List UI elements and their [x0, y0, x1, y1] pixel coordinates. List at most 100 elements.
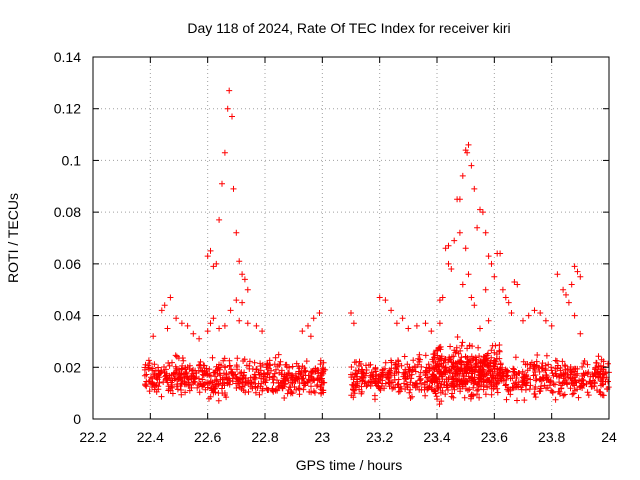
data-point — [534, 352, 541, 358]
data-point — [439, 387, 446, 394]
data-point — [373, 372, 380, 378]
data-point — [422, 367, 429, 374]
data-point — [484, 383, 490, 390]
data-point — [197, 358, 204, 365]
data-point — [233, 297, 240, 304]
data-point — [156, 379, 163, 386]
data-point — [239, 299, 246, 306]
data-point — [405, 366, 412, 373]
data-point — [204, 384, 211, 391]
data-point — [283, 361, 290, 368]
data-point — [482, 391, 489, 398]
data-point — [449, 363, 456, 370]
data-point — [431, 350, 438, 357]
data-point — [174, 381, 181, 388]
data-point — [523, 373, 530, 380]
data-point — [166, 375, 173, 382]
data-point — [515, 383, 522, 390]
data-point — [284, 390, 291, 397]
data-point — [218, 362, 224, 369]
data-point — [440, 360, 447, 367]
data-point — [286, 384, 293, 391]
data-point — [372, 365, 379, 372]
data-point — [475, 386, 482, 393]
data-point — [468, 353, 475, 360]
data-point — [465, 271, 472, 278]
data-point — [226, 357, 233, 364]
data-point — [317, 361, 324, 368]
data-point — [544, 376, 551, 383]
data-point — [450, 364, 457, 371]
data-point — [578, 382, 585, 389]
y-tick-label: 0.1 — [62, 152, 82, 168]
data-point — [458, 354, 465, 361]
data-point — [350, 382, 357, 389]
data-point — [227, 307, 234, 314]
data-point — [236, 258, 243, 265]
data-point — [564, 371, 571, 378]
data-point — [153, 374, 160, 381]
data-point — [474, 224, 481, 231]
data-point — [459, 339, 466, 346]
data-point — [554, 271, 561, 278]
data-point — [563, 291, 569, 298]
data-point — [458, 342, 465, 349]
data-point — [577, 273, 584, 280]
data-point — [402, 375, 409, 382]
data-point — [229, 378, 236, 385]
data-point — [466, 358, 473, 365]
data-point — [503, 396, 510, 403]
data-point — [316, 310, 323, 316]
data-point — [236, 317, 243, 324]
data-point — [302, 368, 309, 375]
data-point — [532, 372, 539, 378]
data-point — [468, 364, 475, 371]
data-point — [307, 333, 314, 340]
data-point — [315, 367, 322, 374]
data-point — [194, 384, 201, 391]
data-point — [351, 390, 358, 397]
data-point — [433, 362, 440, 369]
y-tick-label: 0 — [73, 411, 81, 427]
data-point — [221, 355, 228, 362]
data-point — [502, 366, 509, 373]
data-point — [222, 392, 228, 398]
data-point — [253, 322, 260, 329]
data-point — [285, 370, 291, 376]
data-point — [143, 371, 150, 378]
data-point — [237, 370, 244, 377]
data-point — [289, 363, 296, 370]
data-point — [242, 375, 249, 382]
data-point — [597, 391, 604, 398]
data-point — [213, 260, 220, 267]
data-point — [433, 374, 440, 381]
data-point — [554, 365, 561, 372]
data-point — [542, 365, 549, 372]
data-point — [278, 371, 285, 378]
data-point — [437, 384, 444, 391]
data-point — [502, 294, 509, 301]
data-point — [386, 369, 393, 376]
data-point — [571, 263, 578, 270]
data-point — [572, 377, 579, 383]
data-point — [215, 397, 222, 404]
data-point — [532, 394, 539, 401]
data-point — [464, 355, 471, 361]
data-point — [514, 281, 521, 288]
x-tick-label: 24 — [601, 429, 617, 445]
data-point — [487, 359, 494, 366]
data-point — [422, 320, 429, 327]
data-point — [574, 268, 581, 275]
data-point — [487, 381, 494, 388]
data-point — [233, 362, 240, 369]
data-point — [291, 377, 298, 384]
data-point — [602, 378, 609, 385]
data-point — [158, 393, 165, 400]
data-point — [429, 379, 436, 386]
data-point — [221, 322, 228, 329]
data-point — [298, 371, 305, 378]
data-point — [468, 162, 475, 169]
data-point — [295, 363, 302, 370]
data-point — [348, 364, 355, 370]
